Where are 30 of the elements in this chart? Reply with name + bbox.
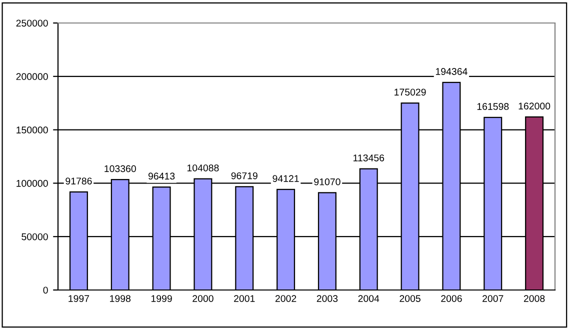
y-tick-label: 250000 xyxy=(16,20,48,27)
y-tick-label: 100000 xyxy=(16,180,48,187)
x-tick-label: 1998 xyxy=(110,295,131,302)
x-tick-label: 2008 xyxy=(524,295,545,302)
data-label: 94121 xyxy=(272,175,299,182)
data-label: 104088 xyxy=(187,164,219,172)
data-label: 96719 xyxy=(231,172,258,180)
x-tick-label: 1999 xyxy=(151,295,172,302)
data-label: 91070 xyxy=(314,178,340,186)
x-tick-label: 2000 xyxy=(192,295,214,302)
x-tick-label: 2004 xyxy=(358,295,380,302)
x-tick-label: 2002 xyxy=(275,295,296,302)
x-tick-label: 2003 xyxy=(316,295,338,302)
x-tick-label: 2006 xyxy=(441,295,462,302)
data-label: 103360 xyxy=(104,165,136,172)
data-label: 113456 xyxy=(354,154,384,162)
data-label: 175029 xyxy=(394,88,426,96)
data-label: 162000 xyxy=(518,102,550,110)
data-label: 96413 xyxy=(148,172,175,180)
y-tick-label: 0 xyxy=(43,286,48,294)
y-tick-label: 150000 xyxy=(16,126,48,134)
x-tick-label: 2007 xyxy=(482,295,504,302)
data-label: 194364 xyxy=(436,68,468,75)
x-tick-label: 1997 xyxy=(68,295,90,302)
x-tick-label: 2005 xyxy=(400,295,420,302)
data-label: 161598 xyxy=(477,103,509,110)
data-label: 91786 xyxy=(66,178,92,184)
y-tick-label: 50000 xyxy=(22,233,48,240)
y-tick-label: 200000 xyxy=(16,73,48,80)
x-tick-label: 2001 xyxy=(234,295,255,302)
